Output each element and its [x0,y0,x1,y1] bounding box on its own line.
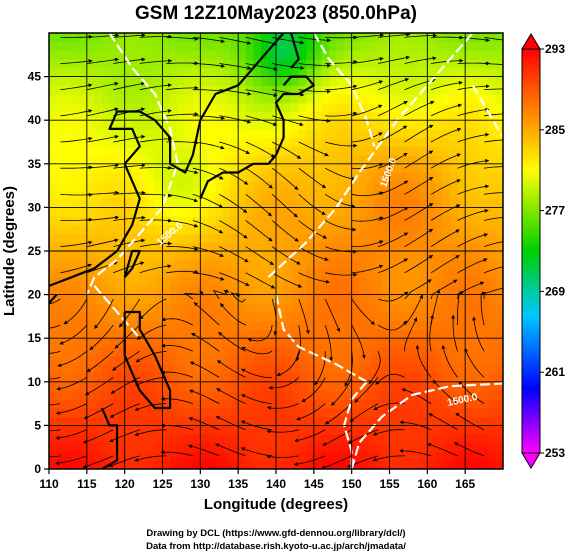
x-tick-label: 145 [304,477,324,491]
y-tick-label: 35 [28,157,42,171]
plot-area [49,33,503,469]
y-tick-label: 20 [28,288,42,302]
y-axis-label: Latitude (degrees) [1,186,18,316]
y-tick-label: 15 [28,331,42,345]
colorbar-tick-label: 277 [545,204,565,218]
x-tick-label: 110 [39,477,59,491]
x-tick-label: 125 [152,477,172,491]
x-tick-label: 150 [342,477,362,491]
x-tick-label: 165 [455,477,475,491]
y-tick-label: 45 [28,70,42,84]
x-axis-label: Longitude (degrees) [204,496,348,513]
y-tick-label: 40 [28,113,42,127]
y-axis: 0 5 10 15 20 25 30 35 40 45 [28,70,49,476]
y-tick-label: 30 [28,200,42,214]
x-tick-label: 130 [190,477,210,491]
credit-drawing: Drawing by DCL (https://www.gfd-dennou.o… [146,528,405,539]
temperature-field [49,33,503,469]
x-tick-label: 115 [77,477,97,491]
x-tick-label: 135 [228,477,248,491]
colorbar-tick-label: 285 [545,123,565,137]
x-tick-label: 140 [266,477,286,491]
y-tick-label: 5 [34,418,41,432]
x-tick-label: 120 [115,477,135,491]
colorbar-tick-label: 269 [545,284,565,298]
x-tick-label: 155 [379,477,399,491]
y-tick-label: 10 [28,375,42,389]
colorbar-tick-label: 261 [545,365,565,379]
credit-data: Data from http://database.rish.kyoto-u.a… [146,541,406,552]
colorbar: 293 285 277 269 261 253 [521,33,565,469]
colorbar-tick-label: 253 [545,446,565,460]
y-tick-label: 25 [28,244,42,258]
chart-title: GSM 12Z10May2023 (850.0hPa) [135,3,417,24]
x-axis: 110 115 120 125 130 135 140 145 150 155 160 165 [39,469,475,491]
colorbar-top-triangle [521,33,541,50]
colorbar-bottom-triangle [521,452,541,469]
colorbar-tick-label: 293 [545,42,565,56]
grid-lines [49,33,503,469]
y-tick-label: 0 [34,462,41,476]
colorbar-ticks: 293 285 277 269 261 253 [540,42,565,460]
colorbar-body [521,48,541,454]
streamlines [49,33,503,469]
x-tick-label: 160 [417,477,437,491]
